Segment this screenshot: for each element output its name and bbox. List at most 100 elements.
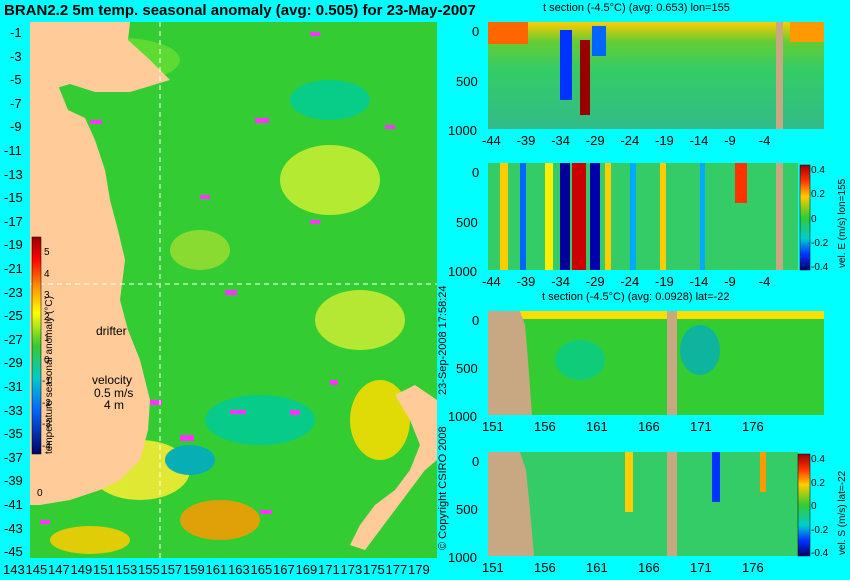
velocity-label: velocity bbox=[92, 373, 133, 387]
map-lon-tick: 173 bbox=[340, 562, 363, 577]
map-lat-tick: -13 bbox=[4, 166, 23, 182]
section-1-y-tick: 0 bbox=[472, 24, 480, 39]
section-3-x-tick: 171 bbox=[690, 419, 712, 434]
map-lat-tick: -17 bbox=[4, 213, 23, 229]
section-4-x-tick: 166 bbox=[638, 560, 660, 575]
map-lat-tick: -21 bbox=[4, 261, 23, 276]
map-lat-tick: -5 bbox=[10, 72, 22, 88]
corner-label: 0 bbox=[37, 488, 43, 499]
map-lat-tick: -3 bbox=[10, 48, 22, 64]
section-2-side-label: vel. E (m/s) lon=155 bbox=[837, 178, 848, 268]
section-panel-1 bbox=[488, 22, 824, 129]
map-lat-tick: -7 bbox=[10, 95, 22, 111]
map-lat-tick: -27 bbox=[4, 331, 23, 347]
map-colorbar-tick: -3 bbox=[42, 419, 51, 430]
section-2-x-tick: -39 bbox=[516, 274, 536, 289]
section-1-x-tick: -29 bbox=[585, 133, 605, 148]
map-lat-tick: -29 bbox=[4, 355, 23, 371]
section-4-cb-tick: -0.4 bbox=[811, 548, 829, 559]
map-lon-tick: 177 bbox=[385, 562, 408, 577]
section-2-y-tick: 0 bbox=[472, 165, 480, 180]
section-4-x-tick: 171 bbox=[690, 560, 712, 575]
map-lon-tick: 157 bbox=[160, 562, 183, 577]
map-colorbar-tick: -1 bbox=[42, 376, 51, 387]
section-3-title: t section (-4.5°C) (avg: 0.0928) lat=-22 bbox=[542, 291, 730, 303]
map-colorbar-tick: 1 bbox=[44, 333, 50, 344]
section-4-cb-tick: -0.2 bbox=[811, 524, 829, 536]
new-guinea-land bbox=[30, 22, 170, 92]
map-lon-tick: 155 bbox=[138, 562, 160, 577]
map-lat-tick: -31 bbox=[4, 379, 23, 394]
section-3-y-tick: 0 bbox=[472, 313, 480, 328]
section-2-cb-tick: 0.2 bbox=[811, 189, 825, 201]
section-1-x-tick: -19 bbox=[655, 133, 674, 148]
map-lat-tick: -33 bbox=[4, 402, 23, 418]
map-lat-tick: -9 bbox=[10, 119, 22, 135]
velocity-scale-2: 4 m bbox=[104, 398, 125, 412]
section-1-title: t section (-4.5°C) (avg: 0.653) lon=155 bbox=[543, 2, 730, 14]
velocity-scale-1: 0.5 m/s bbox=[94, 386, 134, 400]
section-4-cb-tick: 0 bbox=[811, 501, 817, 512]
drifter-label: drifter bbox=[96, 324, 127, 338]
map-lat-tick: -1 bbox=[10, 25, 22, 40]
map-lon-tick: 171 bbox=[318, 562, 340, 577]
map-lon-tick: 151 bbox=[93, 562, 115, 577]
section-panel-3 bbox=[488, 311, 824, 415]
section-2-x-tick: -4 bbox=[758, 274, 771, 289]
map-lon-tick: 169 bbox=[295, 562, 318, 577]
map-colorbar-tick: 4 bbox=[44, 268, 50, 280]
section-3-x-tick: 166 bbox=[638, 419, 660, 434]
section-1-x-tick: -9 bbox=[724, 133, 736, 148]
section-2-cb-tick: -0.2 bbox=[811, 237, 829, 249]
section-2-cb-tick: -0.4 bbox=[811, 262, 829, 273]
map-lon-tick: 153 bbox=[115, 562, 138, 577]
section-1-x-tick: -24 bbox=[620, 133, 640, 148]
section-3-x-tick: 156 bbox=[534, 419, 556, 434]
section-2-x-tick: -44 bbox=[482, 274, 501, 289]
map-colorbar-tick: 3 bbox=[44, 290, 50, 301]
section-3-x-tick: 176 bbox=[742, 419, 764, 434]
section-2-y-tick: 500 bbox=[456, 214, 478, 230]
section-4-y-tick: 0 bbox=[472, 454, 480, 469]
map-panel bbox=[30, 22, 437, 558]
section-3-x-tick: 161 bbox=[586, 419, 608, 434]
section-1-x-tick: -4 bbox=[758, 133, 771, 148]
map-lat-tick: -39 bbox=[4, 473, 23, 489]
map-colorbar-tick: 0 bbox=[44, 354, 50, 366]
section-4-y-tick: 500 bbox=[456, 502, 478, 517]
section-4-x-tick: 156 bbox=[534, 560, 556, 575]
section-2-x-tick: -14 bbox=[689, 274, 709, 289]
map-lon-tick: 165 bbox=[250, 562, 273, 577]
map-lon-tick: 175 bbox=[363, 562, 385, 577]
map-lat-tick: -43 bbox=[4, 520, 23, 536]
new-zealand-land bbox=[350, 385, 437, 550]
map-lat-tick: -45 bbox=[4, 544, 23, 560]
map-colorbar-tick: -4 bbox=[42, 440, 51, 452]
map-lon-tick: 161 bbox=[205, 562, 228, 577]
map-lat-tick: -25 bbox=[4, 308, 23, 324]
section-4-side-label: vel. S (m/s) lat=-22 bbox=[837, 470, 848, 555]
section-2-y-tick: 1000 bbox=[448, 264, 477, 279]
section-2-x-tick: -19 bbox=[655, 274, 674, 289]
copyright-caption: © Copyright CSIRO 2008 bbox=[437, 426, 449, 550]
section-1-y-tick: 1000 bbox=[448, 123, 477, 138]
map-lon-tick: 147 bbox=[48, 562, 70, 577]
map-lat-tick: -11 bbox=[4, 143, 22, 158]
section-2-cb-tick: 0.4 bbox=[811, 165, 825, 176]
section-2-x-tick: -29 bbox=[585, 274, 605, 289]
map-lon-tick: 145 bbox=[25, 562, 48, 577]
section-4-x-tick: 151 bbox=[482, 560, 504, 575]
map-lat-tick: -19 bbox=[4, 237, 23, 253]
section-4-cb-tick: 0.2 bbox=[811, 477, 825, 489]
section-4-cb-tick: 0.4 bbox=[811, 454, 825, 465]
page-title: BRAN2.2 5m temp. seasonal anomaly (avg: … bbox=[4, 2, 476, 19]
section-1-x-tick: -39 bbox=[516, 133, 536, 148]
map-lat-tick: -15 bbox=[4, 190, 23, 206]
map-lon-tick: 149 bbox=[70, 562, 93, 577]
map-lat-tick: -23 bbox=[4, 284, 23, 300]
map-lat-tick: -37 bbox=[4, 449, 23, 465]
section-4-x-tick: 176 bbox=[742, 560, 764, 575]
map-lon-tick: 163 bbox=[228, 562, 250, 577]
section-2-x-tick: -9 bbox=[724, 274, 736, 289]
